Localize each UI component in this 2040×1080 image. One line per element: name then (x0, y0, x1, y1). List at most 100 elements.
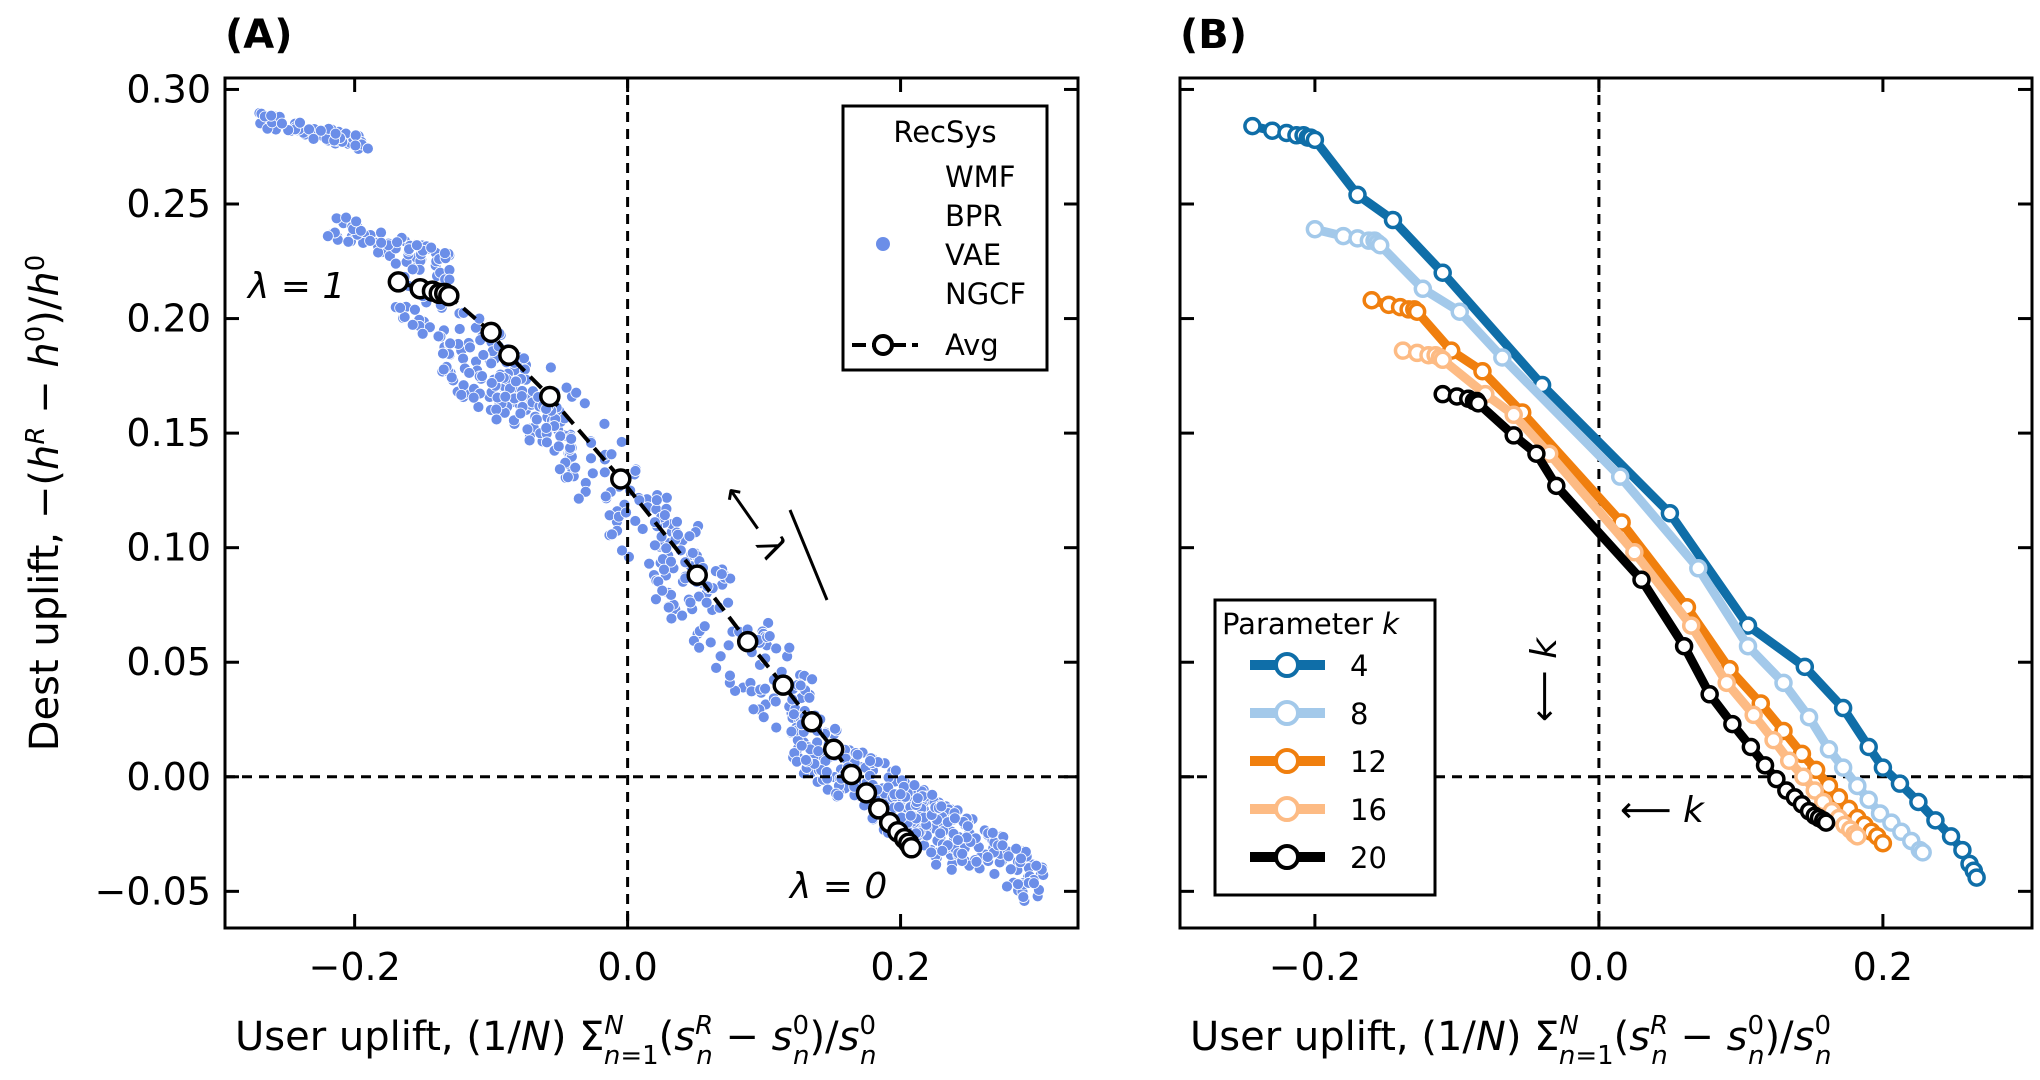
panel-a-avg-series (387, 271, 923, 859)
legend-entry-wmf: WMF (945, 160, 1015, 194)
lambda-zero-label: λ = 0 (788, 866, 887, 907)
scatter-point (361, 142, 374, 155)
series-point-k8 (1774, 673, 1793, 693)
avg-point (867, 798, 890, 820)
panel-b-xtick-label: −0.2 (1269, 945, 1361, 989)
series-point-k8 (1450, 302, 1469, 321)
scatter-point (650, 494, 663, 507)
series-point-k8 (1370, 236, 1390, 255)
scatter-point (457, 379, 470, 392)
scatter-point (514, 407, 527, 420)
panel-b-legend-entries: 4 8 12 16 20 (1250, 649, 1387, 875)
scatter-point (770, 642, 783, 655)
series-point-k12 (1873, 833, 1893, 853)
scatter-point (715, 568, 728, 580)
avg-point (736, 630, 759, 653)
scatter-point (599, 490, 612, 503)
scatter-point (658, 509, 671, 521)
scatter-point (265, 109, 278, 122)
scatter-point (936, 844, 949, 857)
scatter-point (710, 662, 723, 674)
series-point-k16 (1681, 616, 1701, 635)
series-point-k16 (1717, 673, 1736, 693)
panel-b-legend: Parameter k 4 8 12 16 20 (1213, 598, 1437, 897)
scatter-point (455, 389, 468, 401)
series-point-k4 (1795, 657, 1815, 677)
legend-label-k16: 16 (1350, 793, 1387, 827)
series-point-k12 (1829, 788, 1849, 807)
series-point-k20 (1468, 394, 1488, 413)
scatter-point (700, 596, 713, 609)
scatter-point (565, 433, 578, 445)
scatter-point (562, 471, 574, 484)
avg-point (610, 468, 632, 490)
scatter-point (464, 341, 476, 354)
scatter-point (763, 630, 776, 643)
panel-a-frame (223, 76, 1080, 930)
scatter-point (952, 834, 964, 846)
scatter-point (970, 855, 983, 868)
scatter-point (1010, 842, 1023, 855)
series-point-k20 (1504, 426, 1523, 445)
panel-b-xtick-label: 0.0 (1569, 945, 1629, 989)
scatter-point (671, 515, 683, 528)
scatter-point (552, 440, 565, 453)
panel-a-label: (A) (225, 12, 293, 58)
scatter-point (554, 430, 567, 443)
panel-b-series (1243, 116, 1986, 887)
series-point-k4 (1738, 616, 1758, 635)
scatter-point (598, 417, 611, 430)
series-point-k16 (1848, 827, 1867, 846)
avg-point (438, 284, 460, 307)
scatter-point (925, 846, 938, 859)
scatter-point (934, 827, 947, 840)
scatter-point (722, 596, 734, 609)
scatter-point (889, 764, 902, 777)
scatter-point (904, 809, 917, 822)
scatter-point (375, 226, 387, 239)
scatter-point (354, 224, 367, 237)
scatter-point (722, 639, 735, 652)
series-point-k16 (1794, 767, 1813, 787)
scatter-point (523, 434, 536, 447)
series-point-k4 (1348, 185, 1367, 205)
scatter-point (620, 506, 632, 519)
scatter-point (598, 466, 611, 479)
scatter-point (570, 386, 583, 399)
scatter-point (350, 215, 363, 228)
series-point-k20 (1767, 769, 1786, 789)
scatter-point (1002, 850, 1015, 863)
scatter-point (693, 641, 706, 654)
panel-b-xtick-label: 0.2 (1853, 945, 1913, 989)
scatter-point (411, 239, 423, 252)
series-point-k16 (1779, 751, 1799, 770)
series-point-k20 (1700, 685, 1719, 704)
scatter-point (472, 401, 485, 413)
lambda-arrow-line (788, 509, 829, 601)
series-point-k12 (1473, 362, 1492, 381)
scatter-point (930, 858, 942, 871)
scatter-point (490, 403, 503, 416)
scatter-point (340, 211, 352, 224)
legend-title-recsys: RecSys (893, 115, 996, 149)
scatter-point (660, 542, 673, 555)
scatter-point (686, 547, 699, 559)
legend-scatter-marker (876, 237, 890, 251)
series-point-k4 (1833, 698, 1853, 718)
scatter-point (636, 523, 649, 535)
legend-label-k8: 8 (1350, 697, 1368, 731)
series-point-k20 (1527, 444, 1546, 463)
series-point-k8 (1413, 279, 1433, 299)
k-left-arrow-label: ⟵ k (1620, 790, 1706, 831)
panel-b: (B) −0.2 0.0 0.2 ⟵ k ⟵ k Parameter k 4 8 12 1… (1178, 12, 2034, 1071)
scatter-point (499, 390, 512, 403)
scatter-point (416, 327, 429, 340)
series-point-k20 (1723, 714, 1742, 734)
series-point-k20 (1547, 476, 1566, 496)
avg-point (822, 738, 845, 761)
series-point-k8 (1799, 707, 1819, 727)
scatter-point (485, 377, 498, 389)
k-down-arrow-label: ⟵ k (1524, 636, 1565, 722)
scatter-point (616, 544, 628, 557)
series-point-k20 (1816, 813, 1836, 832)
